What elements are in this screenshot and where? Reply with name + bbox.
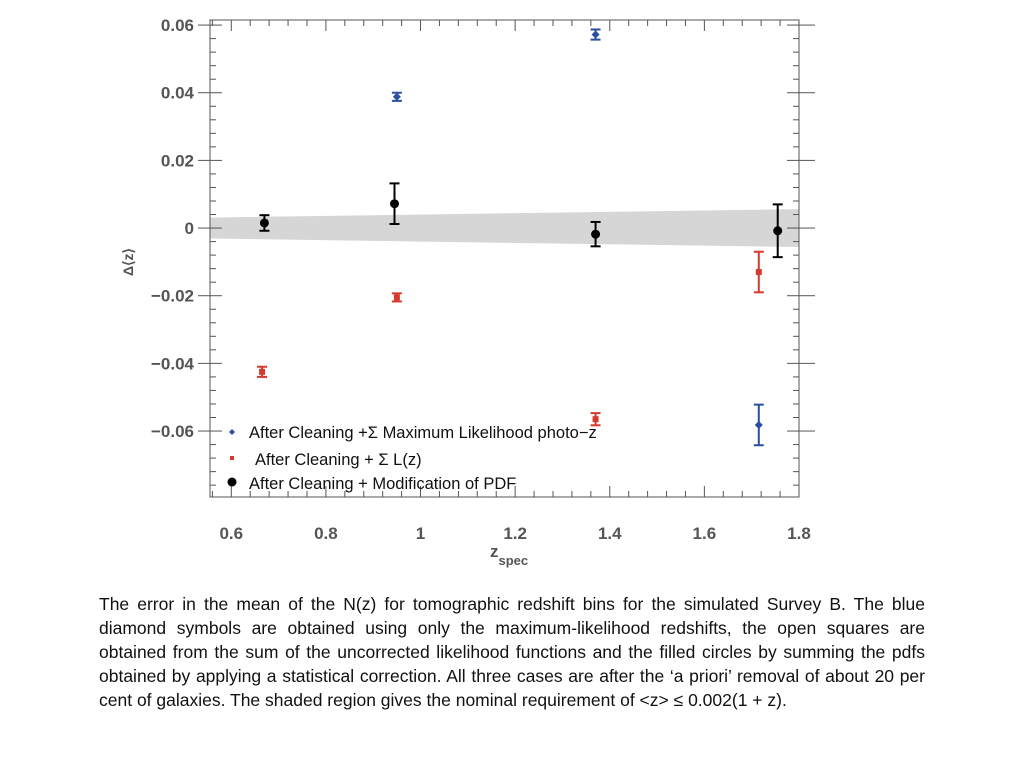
axis-ticks <box>198 20 815 497</box>
x-axis-title-main: z <box>490 542 499 561</box>
data-marks <box>257 28 783 447</box>
x-tick-label: 0.8 <box>314 524 338 543</box>
data-point-diamond <box>392 92 401 101</box>
x-axis-title-sub: spec <box>499 553 529 568</box>
shaded-requirement-band <box>210 209 799 247</box>
data-point-circle <box>773 226 783 236</box>
data-point-diamond <box>591 30 600 39</box>
x-tick-label: 1.4 <box>598 524 622 543</box>
legend-label: After Cleaning + Modification of PDF <box>249 475 516 493</box>
x-tick-label: 1.2 <box>503 524 527 543</box>
data-point-circle <box>259 218 269 228</box>
y-tick-label: 0.06 <box>161 16 194 35</box>
figure-caption: The error in the mean of the N(z) for to… <box>99 594 925 710</box>
data-point-circle <box>591 229 601 239</box>
y-tick-label: −0.06 <box>151 422 194 441</box>
chart: 0.6 0.8 1 1.2 1.4 1.6 1.8 0.06 0.04 0.02 0 −0.02 −0.… <box>120 16 815 568</box>
y-tick-label: −0.02 <box>151 287 194 306</box>
y-axis-title: Δ⟨z⟩ <box>120 248 136 276</box>
y-tick-label: −0.04 <box>151 354 195 373</box>
x-tick-label: 1.8 <box>787 524 811 543</box>
x-tick-label: 1.6 <box>693 524 717 543</box>
data-point-square <box>259 368 266 375</box>
data-point-square <box>755 269 762 276</box>
y-tick-label: 0.02 <box>161 151 194 170</box>
x-tick-label: 1 <box>416 524 425 543</box>
data-point-diamond <box>754 420 763 429</box>
legend-marker-circle <box>227 477 237 487</box>
y-tick-label: 0 <box>185 219 194 238</box>
legend-marker-square <box>230 456 234 460</box>
legend-label: After Cleaning + Σ L(z) <box>255 451 422 469</box>
legend-label: After Cleaning +Σ Maximum Likelihood pho… <box>249 424 597 442</box>
legend: After Cleaning +Σ Maximum Likelihood pho… <box>227 424 597 493</box>
data-point-square <box>393 294 400 301</box>
x-axis-title: zspec <box>490 542 528 568</box>
data-point-circle <box>390 199 400 209</box>
shaded-requirement-band-layer <box>210 209 799 247</box>
plot-frame <box>209 19 800 498</box>
data-point-square <box>592 416 599 423</box>
legend-marker-diamond <box>229 429 235 435</box>
x-tick-label: 0.6 <box>219 524 243 543</box>
axis-tick-labels: 0.6 0.8 1 1.2 1.4 1.6 1.8 0.06 0.04 0.02 0 −0.02 −0.… <box>151 16 811 543</box>
y-tick-label: 0.04 <box>161 84 195 103</box>
